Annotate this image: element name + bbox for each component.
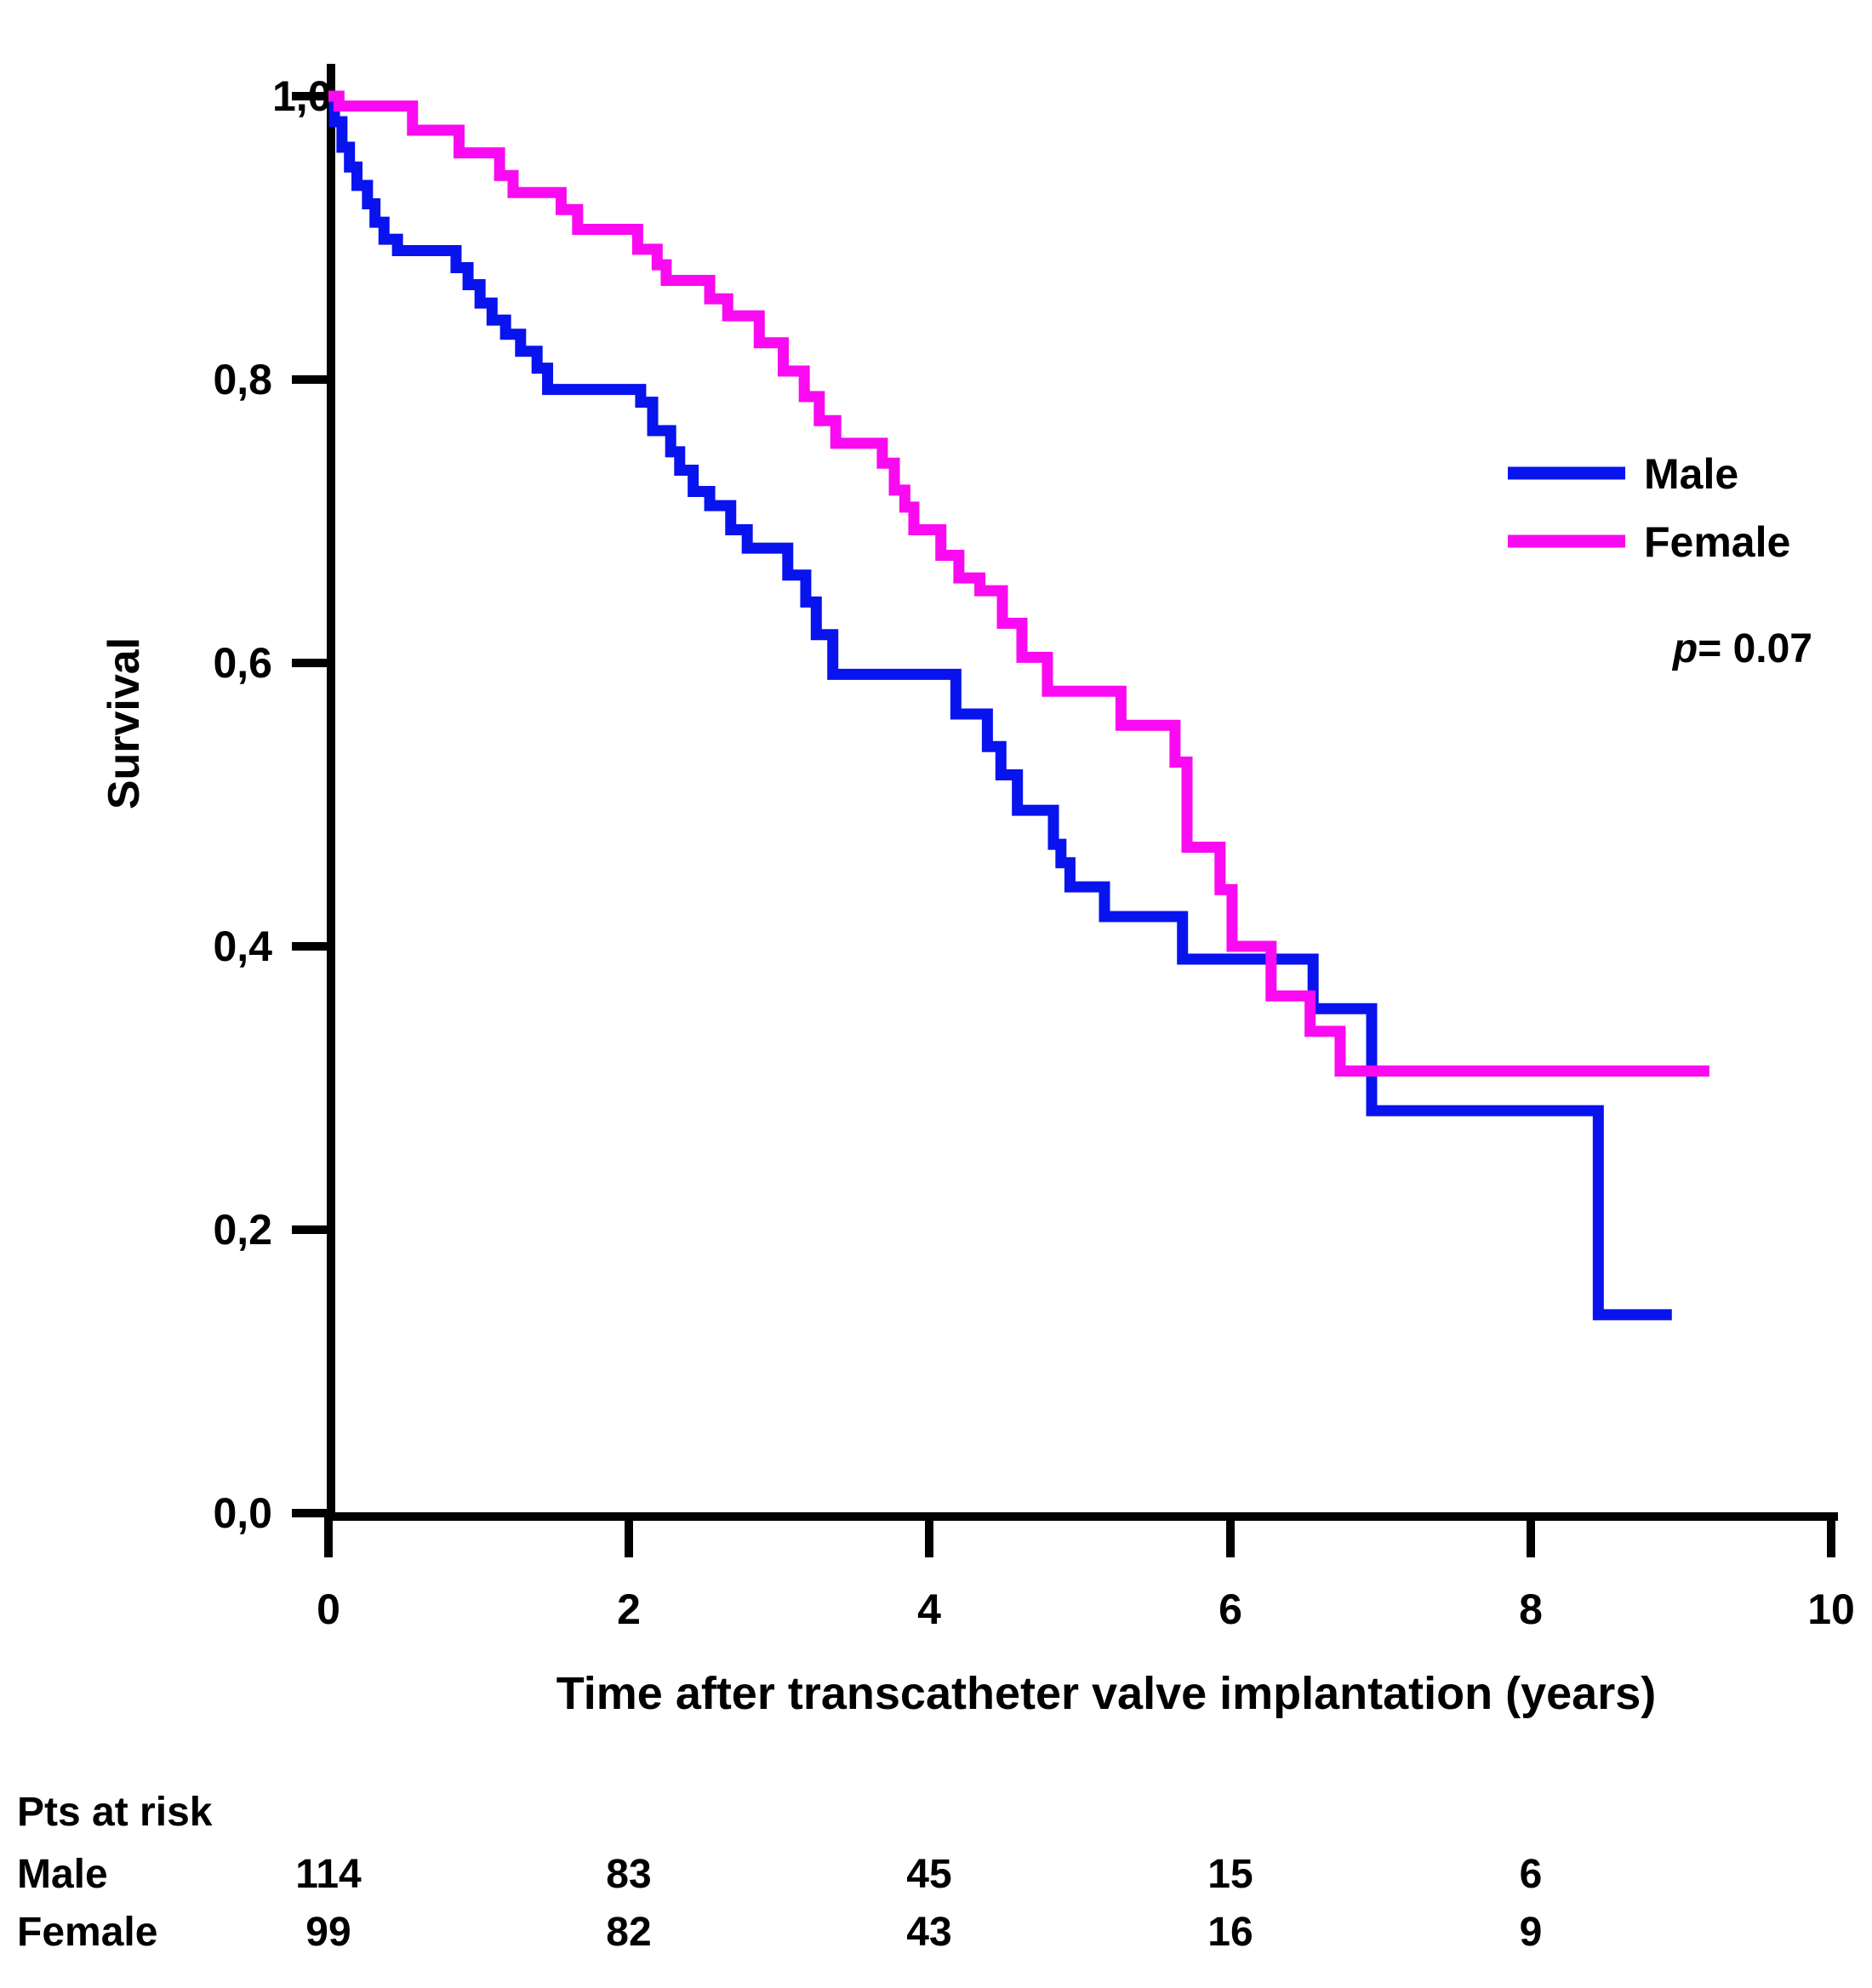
pts-at-risk-table: Pts at risk Male 114 83 45 15 6 Female 9… [17,1790,1542,1955]
risk-count-female: 43 [906,1910,951,1955]
risk-count-female: 9 [1520,1910,1543,1955]
y-tick-label: 0,8 [213,356,272,403]
y-tick-label: 0,6 [213,639,272,687]
risk-count-male: 83 [606,1852,651,1897]
y-tick-label: 0,2 [213,1206,272,1254]
y-tick-label: 0,0 [213,1489,272,1537]
p-value-label: p= 0.07 [1671,626,1812,671]
risk-row-male-label: Male [17,1852,108,1897]
risk-count-female: 82 [606,1910,651,1955]
risk-count-male: 45 [906,1852,951,1897]
female-survival-curve [328,90,1709,1077]
y-axis-title: Survival [100,637,149,809]
risk-count-male: 15 [1207,1852,1253,1897]
x-tick-label: 4 [917,1585,941,1633]
p-value-symbol: p [1671,626,1698,671]
x-tick-label: 6 [1219,1585,1242,1633]
x-axis-title: Time after transcatheter valve implantat… [556,1668,1657,1719]
legend-female-label: Female [1644,518,1790,566]
male-survival-curve [328,90,1672,1321]
x-tick-label: 0 [317,1585,340,1633]
legend: Male Female p= 0.07 [1508,450,1812,671]
risk-count-female: 99 [305,1910,351,1955]
risk-count-male: 114 [295,1852,362,1897]
risk-row-female-label: Female [17,1910,157,1955]
risk-count-male: 6 [1520,1852,1543,1897]
legend-male-label: Male [1644,450,1738,498]
risk-table-header: Pts at risk [17,1790,213,1835]
risk-count-female: 16 [1207,1910,1253,1955]
x-tick-label: 2 [617,1585,641,1633]
p-value-text: = 0.07 [1698,626,1812,671]
y-tick-label: 1,0 [272,72,332,120]
x-tick-label: 10 [1807,1585,1855,1633]
x-tick-label: 8 [1519,1585,1543,1633]
y-tick-label: 0,4 [213,923,272,970]
